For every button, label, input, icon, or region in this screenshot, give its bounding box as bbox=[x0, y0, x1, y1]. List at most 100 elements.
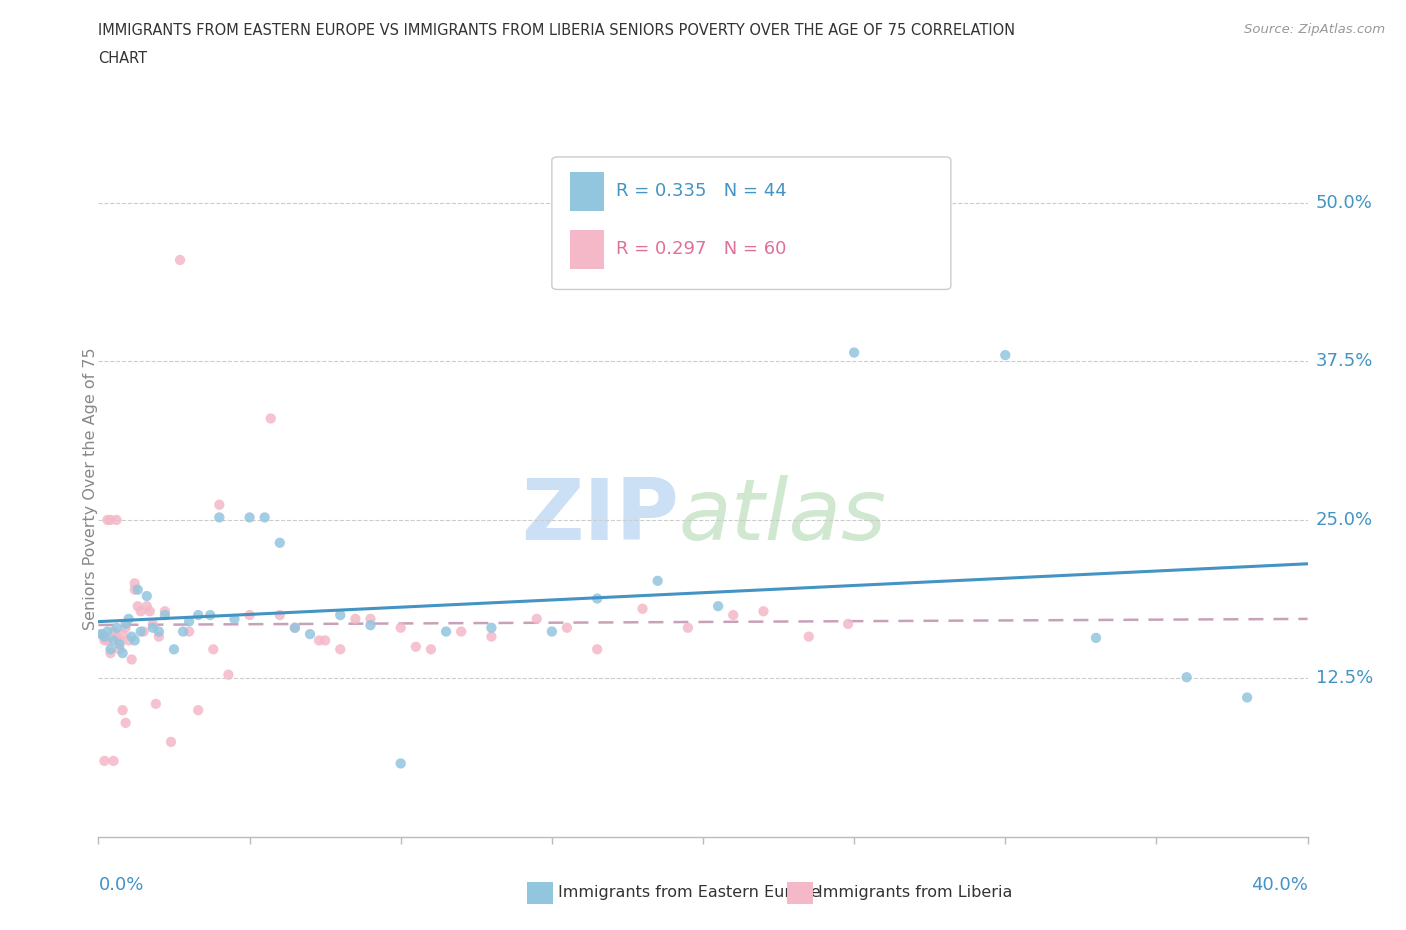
Point bbox=[481, 630, 503, 644]
Point bbox=[177, 624, 201, 639]
Point bbox=[169, 253, 191, 268]
Point bbox=[752, 604, 775, 618]
Text: R = 0.297   N = 60: R = 0.297 N = 60 bbox=[616, 240, 786, 258]
Point bbox=[797, 630, 820, 644]
Point bbox=[208, 498, 231, 512]
Point bbox=[526, 611, 548, 626]
Point bbox=[260, 411, 283, 426]
Point bbox=[90, 627, 112, 642]
Point bbox=[142, 617, 165, 631]
Point bbox=[111, 703, 134, 718]
Point bbox=[187, 703, 209, 718]
Point bbox=[389, 620, 412, 635]
Text: 25.0%: 25.0% bbox=[1316, 511, 1374, 529]
Point bbox=[118, 611, 141, 626]
Point bbox=[105, 512, 128, 527]
Point bbox=[132, 624, 155, 639]
Point bbox=[1236, 690, 1258, 705]
Point bbox=[481, 620, 503, 635]
Point bbox=[108, 642, 131, 657]
Point bbox=[148, 630, 170, 644]
Point bbox=[163, 642, 186, 657]
Point bbox=[253, 510, 276, 525]
Point bbox=[111, 645, 134, 660]
Point bbox=[707, 599, 730, 614]
Point bbox=[124, 576, 146, 591]
Point bbox=[269, 607, 291, 622]
Point bbox=[118, 633, 141, 648]
Point bbox=[103, 633, 125, 648]
Point bbox=[172, 624, 194, 639]
Point bbox=[148, 624, 170, 639]
Point bbox=[129, 624, 152, 639]
Point bbox=[114, 617, 136, 631]
Point bbox=[96, 512, 118, 527]
Point bbox=[124, 633, 146, 648]
Point bbox=[93, 630, 115, 644]
Point bbox=[586, 591, 609, 606]
Point bbox=[586, 642, 609, 657]
Point bbox=[127, 582, 149, 597]
Point bbox=[329, 607, 352, 622]
Point bbox=[1085, 631, 1108, 645]
Point bbox=[108, 637, 131, 652]
Point bbox=[100, 645, 122, 660]
Text: 0.0%: 0.0% bbox=[98, 876, 143, 894]
Text: 40.0%: 40.0% bbox=[1251, 876, 1308, 894]
Point bbox=[96, 624, 118, 639]
Text: atlas: atlas bbox=[679, 474, 887, 558]
Point bbox=[129, 604, 152, 618]
Text: 37.5%: 37.5% bbox=[1316, 352, 1374, 370]
Point bbox=[344, 611, 367, 626]
Point bbox=[239, 607, 262, 622]
Text: CHART: CHART bbox=[98, 51, 148, 66]
Point bbox=[200, 607, 222, 622]
Point bbox=[96, 633, 118, 648]
Point bbox=[114, 715, 136, 730]
Point bbox=[208, 510, 231, 525]
Point bbox=[139, 604, 162, 618]
Point bbox=[994, 348, 1017, 363]
Text: 50.0%: 50.0% bbox=[1316, 194, 1372, 212]
Point bbox=[100, 642, 122, 657]
Point bbox=[114, 620, 136, 635]
Point bbox=[676, 620, 699, 635]
Point bbox=[239, 510, 262, 525]
Point bbox=[360, 618, 382, 632]
Point bbox=[540, 624, 562, 639]
Text: R = 0.335   N = 44: R = 0.335 N = 44 bbox=[616, 182, 787, 200]
Y-axis label: Seniors Poverty Over the Age of 75: Seniors Poverty Over the Age of 75 bbox=[83, 347, 97, 630]
Point bbox=[160, 735, 183, 750]
Point bbox=[127, 599, 149, 614]
Point bbox=[111, 627, 134, 642]
Point bbox=[721, 607, 744, 622]
Point bbox=[308, 633, 330, 648]
Point bbox=[555, 620, 578, 635]
Point bbox=[299, 627, 322, 642]
Point bbox=[329, 642, 352, 657]
Point bbox=[121, 630, 143, 644]
FancyBboxPatch shape bbox=[551, 157, 950, 289]
Point bbox=[121, 652, 143, 667]
Point bbox=[93, 633, 115, 648]
Point bbox=[217, 667, 239, 682]
Point bbox=[284, 620, 307, 635]
Point bbox=[434, 624, 457, 639]
Point bbox=[269, 536, 291, 551]
Bar bbox=[569, 172, 603, 211]
Bar bbox=[569, 230, 603, 269]
Point bbox=[105, 630, 128, 644]
Point bbox=[145, 697, 167, 711]
Point bbox=[153, 604, 176, 618]
Point bbox=[647, 574, 669, 589]
Point bbox=[103, 624, 125, 639]
Point bbox=[93, 753, 115, 768]
Text: IMMIGRANTS FROM EASTERN EUROPE VS IMMIGRANTS FROM LIBERIA SENIORS POVERTY OVER T: IMMIGRANTS FROM EASTERN EUROPE VS IMMIGR… bbox=[98, 23, 1015, 38]
Point bbox=[419, 642, 441, 657]
Point bbox=[631, 602, 654, 617]
Point bbox=[135, 599, 157, 614]
Point bbox=[108, 633, 131, 648]
Point bbox=[177, 614, 201, 629]
Point bbox=[153, 607, 176, 622]
Point bbox=[100, 512, 122, 527]
